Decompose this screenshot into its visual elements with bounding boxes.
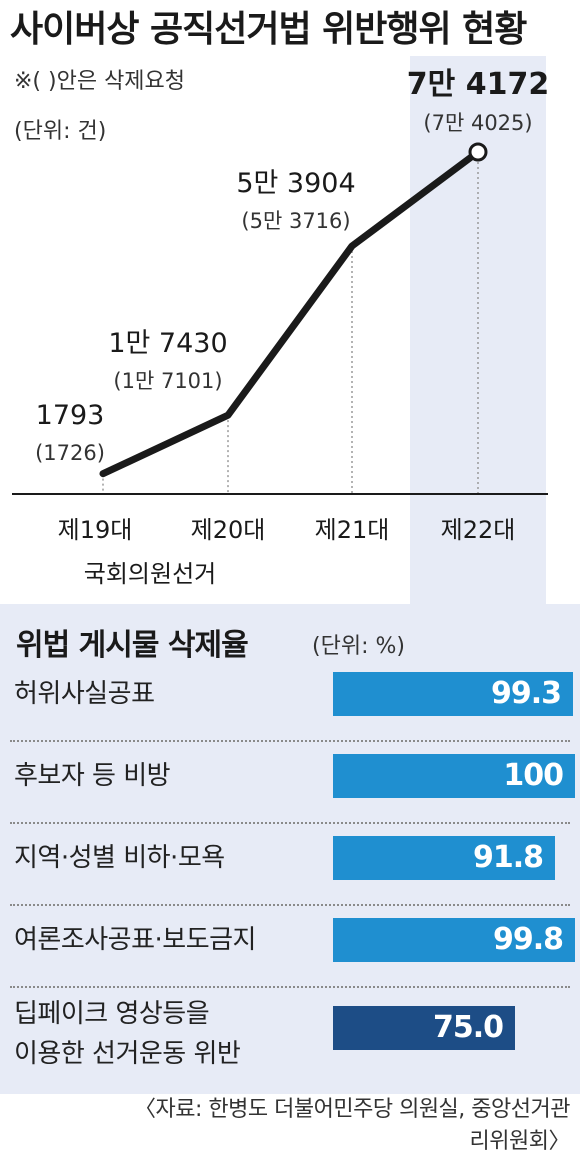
deletion-rate-panel: 위법 게시물 삭제율 (단위: %) 허위사실공표 99.3 후보자 등 비방 100… [0,604,580,1094]
data-sublabel: (1726) [35,441,105,465]
data-label: 5만 3904 [236,168,355,199]
bar-value-label: 100 [503,758,564,793]
data-label: 7만 4172 [407,67,549,102]
unit-text: (단위: 건) [14,119,106,144]
bar: 75.0 [333,1006,515,1050]
bar: 91.8 [333,836,555,880]
bar-category-label: 지역·성별 비하·모욕 [14,843,225,873]
row-divider [10,904,570,906]
data-label: 1만 7430 [108,328,227,359]
bar-category-label: 이용한 선거운동 위반 [14,1039,241,1069]
data-sublabel: (1만 7101) [113,369,222,393]
note-text: ※( )안은 삭제요청 [14,69,185,94]
bar-chart-title: 위법 게시물 삭제율 [16,628,249,663]
data-label: 1793 [36,400,105,431]
bar: 99.8 [333,918,575,962]
bar-value-label: 91.8 [472,840,544,875]
data-point-marker [468,142,488,162]
series-line [99,148,482,478]
line-chart-svg: ※( )안은 삭제요청 (단위: 건) 1793 (1726) 1만 7430 (1만 7… [12,56,549,606]
row-divider [10,740,570,742]
row-divider [10,822,570,824]
x-axis-label: 국회의원선거 [84,560,216,588]
tick-label: 제19대 [58,516,133,544]
bar-value-label: 99.8 [492,922,564,957]
tick-label: 제21대 [315,516,390,544]
bar-value-label: 99.3 [490,676,562,711]
bar-category-label: 여론조사공표·보도금지 [14,925,256,955]
bar: 99.3 [333,672,573,716]
data-sublabel: (5만 3716) [241,209,350,233]
row-divider [10,986,570,988]
bar: 100 [333,754,575,798]
bar-category-label: 후보자 등 비방 [14,761,171,791]
source-credit: 〈자료: 한병도 더불어민주당 의원실, 중앙선거관리위원회〉 [134,1097,570,1154]
bar-value-label: 75.0 [432,1010,504,1045]
bar-category-label: 딥페이크 영상등을 [14,999,210,1029]
data-sublabel: (7만 4025) [423,111,532,135]
main-title: 사이버상 공직선거법 위반행위 현황 [10,9,527,50]
bar-category-label: 허위사실공표 [14,679,155,709]
tick-label: 제20대 [191,516,266,544]
tick-label: 제22대 [441,516,516,544]
line-chart: ※( )안은 삭제요청 (단위: 건) 1793 (1726) 1만 7430 (1만 7… [0,56,580,606]
bar-chart-unit: (단위: %) [312,634,405,659]
